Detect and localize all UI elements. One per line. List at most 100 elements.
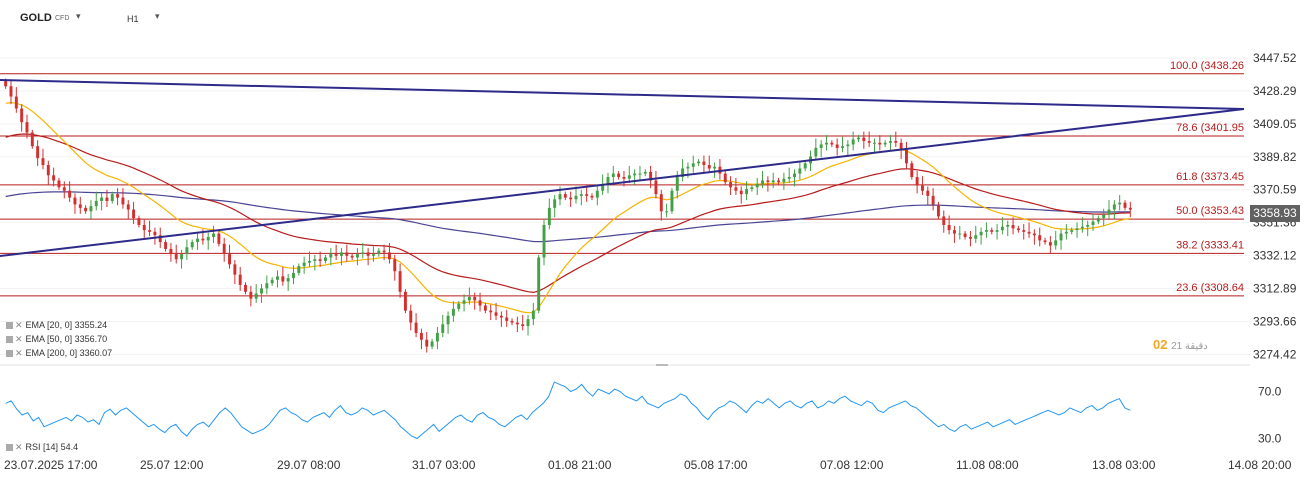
candle-body <box>851 139 855 145</box>
legend-ema200[interactable]: ✕ EMA [200, 0] 3360.07 <box>6 348 112 359</box>
candle-body <box>1011 224 1015 229</box>
candle <box>345 244 349 262</box>
candle-body <box>1112 204 1116 210</box>
candle-body <box>441 324 445 333</box>
legend-ema20-close-icon[interactable]: ✕ <box>15 320 23 330</box>
time-tick-label: 31.07 03:00 <box>412 458 476 472</box>
candle-body <box>936 204 940 217</box>
legend-rsi[interactable]: ✕ RSI [14] 54.4 <box>6 442 78 453</box>
candle-body <box>643 171 647 174</box>
candle-body <box>633 173 637 176</box>
pane-resize-handle[interactable] <box>656 364 668 366</box>
candle <box>1091 213 1095 231</box>
candle <box>611 165 615 184</box>
legend-ema200-close-icon[interactable]: ✕ <box>15 348 23 358</box>
candle <box>1000 217 1004 235</box>
candle-body <box>371 254 375 256</box>
candle-body <box>707 165 711 169</box>
candle-body <box>713 166 717 169</box>
candle <box>984 222 988 238</box>
candle <box>249 285 253 307</box>
candle-body <box>984 230 988 232</box>
candle-body <box>20 108 24 123</box>
price-tick-label: 3370.59 <box>1253 183 1297 197</box>
candle <box>793 169 796 187</box>
candle-body <box>590 195 594 198</box>
candle-body <box>228 254 231 265</box>
candle-body <box>238 274 242 285</box>
candle-body <box>350 255 354 258</box>
candle-body <box>329 254 333 258</box>
candle <box>766 176 770 192</box>
time-axis[interactable]: 23.07.2025 17:00 25.07 12:00 29.07 08:00 31… <box>4 458 1292 472</box>
candle <box>947 215 951 235</box>
candle-body <box>659 194 663 212</box>
legend-ema50-settings-icon[interactable] <box>6 336 13 344</box>
candle <box>990 227 994 235</box>
candle <box>366 248 370 266</box>
legend-rsi-settings-icon[interactable] <box>6 444 13 452</box>
countdown-rest: 21 دقيقة <box>1171 341 1208 352</box>
candle <box>153 227 157 245</box>
candle <box>254 284 258 303</box>
candle-body <box>340 252 343 256</box>
candle <box>846 140 850 156</box>
candle-body <box>883 142 887 145</box>
candle <box>974 225 978 243</box>
time-tick-label: 05.08 17:00 <box>684 458 748 472</box>
candle <box>244 282 247 295</box>
candle-body <box>36 146 40 159</box>
candle <box>126 200 130 219</box>
candle-body <box>825 142 828 145</box>
legend-ema50-close-icon[interactable]: ✕ <box>15 334 23 344</box>
candle-body <box>1096 218 1100 222</box>
candle <box>942 210 946 233</box>
candle <box>238 266 242 291</box>
candle-body <box>622 177 626 179</box>
candle <box>393 254 397 281</box>
candle <box>814 138 818 161</box>
candle <box>633 169 637 185</box>
legend-rsi-close-icon[interactable]: ✕ <box>15 442 23 452</box>
candle <box>1054 230 1058 250</box>
legend-ema20-settings-icon[interactable] <box>6 322 13 330</box>
candle <box>494 302 498 321</box>
symbol-label[interactable]: GOLD <box>20 12 52 24</box>
timeframe-selector[interactable]: H1 <box>127 14 139 24</box>
candle-body <box>1038 235 1042 241</box>
candle-body <box>963 233 967 237</box>
candle <box>78 196 82 214</box>
legend-ema200-settings-icon[interactable] <box>6 350 13 358</box>
legend-ema50[interactable]: ✕ EMA [50, 0] 3356.70 <box>6 334 107 345</box>
candle-body <box>1006 224 1010 227</box>
time-tick-label: 11.08 08:00 <box>956 458 1019 472</box>
candle-body <box>334 254 338 256</box>
candle-body <box>547 207 551 225</box>
candle-body <box>185 247 189 255</box>
lower-trendline[interactable] <box>0 108 1245 257</box>
candle-body <box>457 303 461 309</box>
candle <box>382 244 386 261</box>
candle-body <box>814 147 818 157</box>
candle-body <box>627 175 631 179</box>
upper-trendline[interactable] <box>0 79 1245 110</box>
candle-body <box>952 230 956 234</box>
timeframe-dropdown-icon[interactable]: ▾ <box>155 11 160 21</box>
candle <box>457 301 461 312</box>
candle <box>1112 200 1116 219</box>
candle <box>617 171 621 180</box>
legend-ema20[interactable]: ✕ EMA [20, 0] 3355.24 <box>6 320 107 331</box>
symbol-dropdown-icon[interactable]: ▾ <box>76 11 81 21</box>
time-tick-label: 13.08 03:00 <box>1092 458 1156 472</box>
candle-body <box>1091 221 1095 225</box>
candle <box>377 248 381 257</box>
candle <box>89 200 93 219</box>
candle-body <box>899 142 903 150</box>
candle <box>361 242 365 259</box>
fibonacci-levels[interactable]: 100.0 (3438.26 78.6 (3401.95 61.8 (3373.45… <box>0 60 1244 297</box>
candle-body <box>638 173 642 175</box>
trendlines[interactable] <box>0 79 1245 257</box>
candle <box>958 225 962 240</box>
price-tick-label: 3293.66 <box>1253 314 1297 328</box>
